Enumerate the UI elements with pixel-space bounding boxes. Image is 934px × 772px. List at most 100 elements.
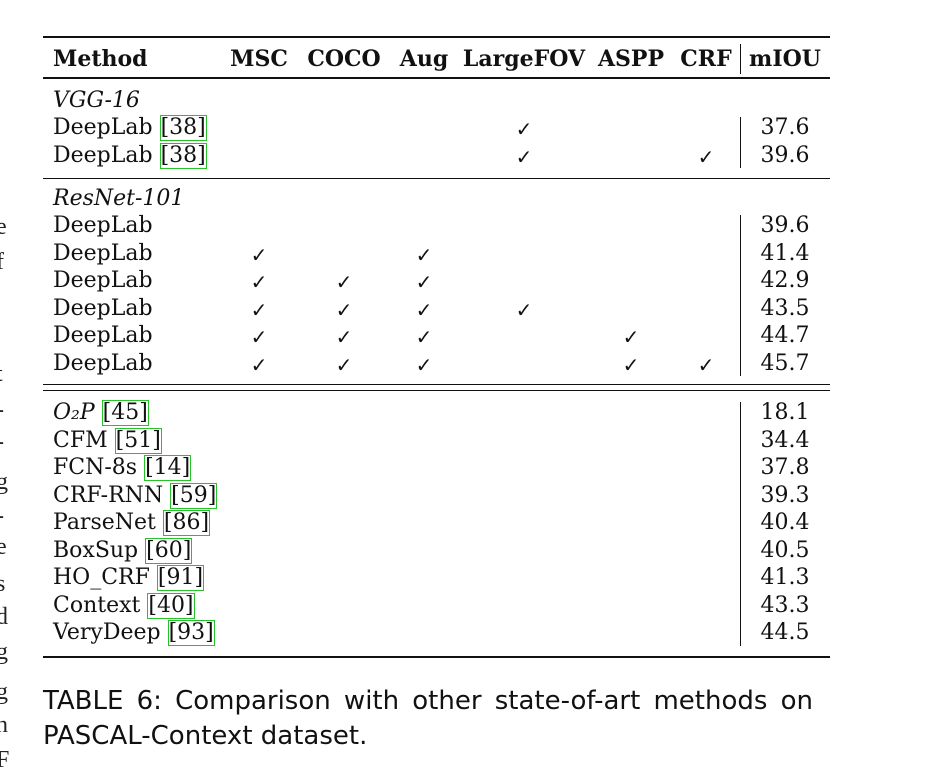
miou-value: 44.5 [760, 620, 810, 645]
method-label: DeepLab [53, 351, 153, 376]
header-aspp: ASPP [597, 46, 665, 72]
miou-value: 42.9 [760, 268, 810, 293]
header-aug: Aug [399, 46, 449, 72]
check-icon: ✓ [250, 298, 268, 322]
check-icon: ✓ [415, 325, 433, 349]
header-miou: mIOU [749, 46, 821, 72]
margin-fragment: g [0, 640, 8, 664]
method-name: DeepLab [53, 323, 153, 349]
method-label: DeepLab [53, 323, 153, 348]
citation-link[interactable]: [93] [167, 620, 215, 646]
miou-value: 37.6 [760, 115, 810, 140]
margin-fragment: F [0, 748, 10, 772]
column-divider [740, 117, 741, 168]
miou-value: 43.5 [760, 296, 810, 321]
double-rule-top [43, 384, 830, 385]
header-msc: MSC [230, 46, 288, 72]
miou-value: 39.6 [760, 213, 810, 238]
method-name: O₂P [45] [53, 400, 149, 426]
citation-link[interactable]: [14] [144, 455, 192, 481]
header-divider [740, 44, 741, 74]
miou-value: 45.7 [760, 351, 810, 376]
bottom-rule [43, 656, 830, 658]
method-name: FCN-8s [14] [53, 455, 192, 481]
method-label: Context [53, 593, 148, 618]
check-icon: ✓ [335, 325, 353, 349]
miou-value: 39.3 [760, 483, 810, 508]
method-label: DeepLab [53, 268, 153, 293]
method-name: DeepLab [38] [53, 143, 207, 169]
citation-link[interactable]: [51] [114, 428, 162, 454]
miou-value: 39.6 [760, 143, 810, 168]
header-rule [43, 77, 830, 79]
method-name: DeepLab [38] [53, 115, 207, 141]
caption-line-1: TABLE 6: Comparison with other state-of-… [43, 686, 813, 716]
section-title: ResNet-101 [53, 186, 185, 211]
check-icon: ✓ [335, 298, 353, 322]
citation-link[interactable]: [38] [159, 143, 207, 169]
margin-fragment: e [0, 215, 7, 239]
check-icon: ✓ [622, 353, 640, 377]
method-label: O₂P [53, 400, 102, 425]
citation-link[interactable]: [45] [101, 400, 149, 426]
column-divider [740, 215, 741, 376]
method-name: DeepLab [53, 268, 153, 294]
citation-link[interactable]: [59] [170, 483, 218, 509]
method-name: Context [40] [53, 593, 195, 619]
method-label: DeepLab [53, 296, 153, 321]
check-icon: ✓ [515, 298, 533, 322]
method-label: BoxSup [53, 538, 146, 563]
citation-link[interactable]: [60] [145, 538, 193, 564]
margin-fragment: - [0, 430, 10, 454]
column-divider [740, 402, 741, 646]
double-rule-bottom [43, 390, 830, 391]
margin-fragment: e [0, 535, 7, 559]
top-rule [43, 36, 830, 38]
margin-fragment: d [0, 605, 8, 629]
margin-fragment: t [0, 362, 10, 386]
miou-value: 34.4 [760, 428, 810, 453]
miou-value: 41.4 [760, 241, 810, 266]
check-icon: ✓ [697, 145, 715, 169]
method-label: HO_CRF [53, 565, 157, 590]
method-label: DeepLab [53, 115, 160, 140]
miou-value: 18.1 [760, 400, 810, 425]
miou-value: 40.5 [760, 538, 810, 563]
citation-link[interactable]: [86] [162, 510, 211, 536]
caption-line-2: PASCAL-Context dataset. [43, 721, 368, 751]
header-crf: CRF [680, 46, 732, 72]
method-label: VeryDeep [53, 620, 168, 645]
table-caption: TABLE 6: Comparison with other state-of-… [43, 684, 813, 754]
method-label: DeepLab [53, 143, 160, 168]
method-label: ParseNet [53, 510, 163, 535]
miou-value: 37.8 [760, 455, 810, 480]
citation-link[interactable]: [91] [156, 565, 205, 591]
section-title: VGG-16 [53, 88, 140, 113]
miou-value: 43.3 [760, 593, 810, 618]
margin-fragment: f [0, 250, 10, 274]
check-icon: ✓ [250, 243, 268, 267]
method-name: DeepLab [53, 351, 153, 377]
margin-fragment: g [0, 680, 8, 704]
method-name: CRF-RNN [59] [53, 483, 218, 509]
check-icon: ✓ [415, 270, 433, 294]
margin-fragment: - [0, 504, 10, 528]
check-icon: ✓ [415, 353, 433, 377]
method-label: DeepLab [53, 213, 153, 238]
method-name: DeepLab [53, 296, 153, 322]
section-rule [43, 178, 830, 179]
method-name: BoxSup [60] [53, 538, 193, 564]
check-icon: ✓ [335, 270, 353, 294]
method-label: CRF-RNN [53, 483, 171, 508]
check-icon: ✓ [415, 298, 433, 322]
miou-value: 41.3 [760, 565, 810, 590]
margin-fragment: - [0, 398, 10, 422]
method-name: ParseNet [86] [53, 510, 211, 536]
check-icon: ✓ [515, 145, 533, 169]
method-label: CFM [53, 428, 115, 453]
miou-value: 44.7 [760, 323, 810, 348]
citation-link[interactable]: [38] [159, 115, 207, 141]
miou-value: 40.4 [760, 510, 810, 535]
citation-link[interactable]: [40] [147, 593, 195, 619]
method-name: CFM [51] [53, 428, 162, 454]
